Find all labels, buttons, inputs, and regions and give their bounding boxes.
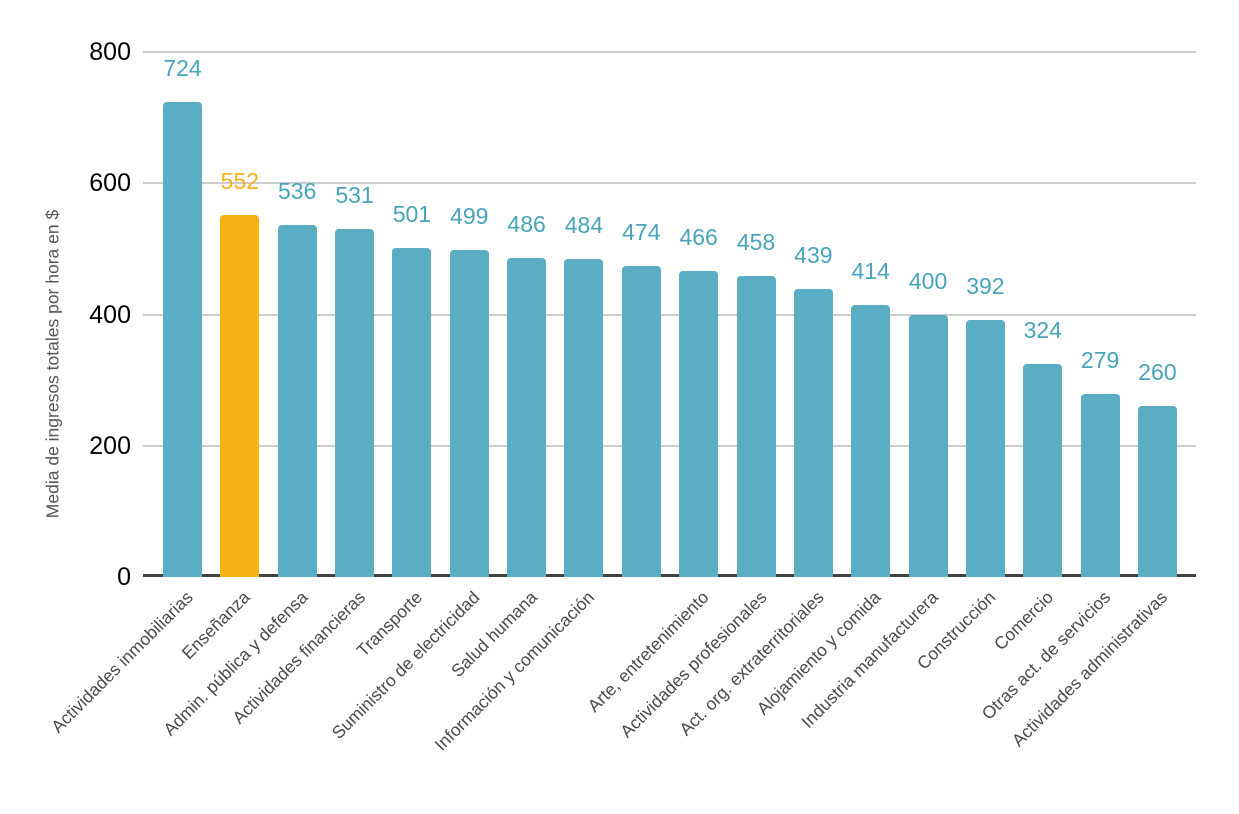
bar-industria-manufacturera[interactable] [908,314,948,577]
bar-value-label-actividades-financieras: 531 [335,181,374,208]
bar-act-org-extraterritoriales[interactable] [793,288,833,577]
bar-value-label-salud-humana: 486 [507,211,546,238]
gridline-600 [143,182,1196,185]
bar-value-label-admin-publica-y-defensa: 536 [278,178,317,205]
gridline-200 [143,444,1196,447]
bar-value-label-act-org-extraterritoriales: 439 [794,241,833,268]
bar-informacion-y-comunicacion[interactable] [564,259,604,577]
bar-value-label-transporte: 501 [392,201,432,228]
plot-area: 724 552 536 531 501 499 486 484 474 466 458 439 414 4… [143,51,1196,577]
y-tick-label-200: 200 [89,431,131,460]
bar-actividades-profesionales[interactable] [736,276,776,577]
y-tick-label-0: 0 [117,563,131,591]
bar-unlabeled-9[interactable] [621,265,661,577]
bar-value-label-actividades-administrativas: 260 [1138,359,1177,386]
gridline-800 [143,51,1196,53]
bar-value-label-unlabeled-9: 474 [622,218,661,245]
bar-actividades-financieras[interactable] [335,228,375,577]
bar-comercio[interactable] [1023,364,1063,577]
bar-value-label-comercio: 324 [1023,317,1062,344]
bar-admin-publica-y-defensa[interactable] [277,225,317,577]
bar-actividades-inmobiliarias[interactable] [163,101,202,577]
bar-value-label-actividades-inmobiliarias: 724 [163,54,202,81]
bar-value-label-construccion: 392 [966,272,1005,299]
bar-value-label-suministro-de-electricidad: 499 [450,202,489,229]
y-tick-label-600: 600 [89,169,131,198]
bar-ensenanza[interactable] [220,214,260,577]
bar-otras-act-de-servicios[interactable] [1080,393,1120,577]
bar-alojamiento-y-comida[interactable] [851,305,891,577]
y-tick-label-400: 400 [89,300,131,329]
gridline-400 [143,313,1196,316]
bar-value-label-informacion-y-comunicacion: 484 [564,212,604,239]
x-axis-line [143,574,1196,577]
bar-value-label-actividades-profesionales: 458 [736,229,776,256]
bar-actividades-administrativas[interactable] [1137,406,1177,577]
bar-transporte[interactable] [392,248,432,577]
bar-suministro-de-electricidad[interactable] [449,249,489,577]
bar-value-label-otras-act-de-servicios: 279 [1080,346,1120,373]
bar-value-label-industria-manufacturera: 400 [908,267,948,294]
bar-salud-humana[interactable] [507,258,547,577]
bar-value-label-alojamiento-y-comida: 414 [851,258,890,285]
y-tick-label-800: 800 [89,38,131,66]
bar-value-label-ensenanza: 552 [220,167,260,194]
bar-arte-entretenimiento[interactable] [679,271,719,577]
bar-value-label-arte-entretenimiento: 466 [679,224,718,251]
bar-construccion[interactable] [965,319,1005,577]
